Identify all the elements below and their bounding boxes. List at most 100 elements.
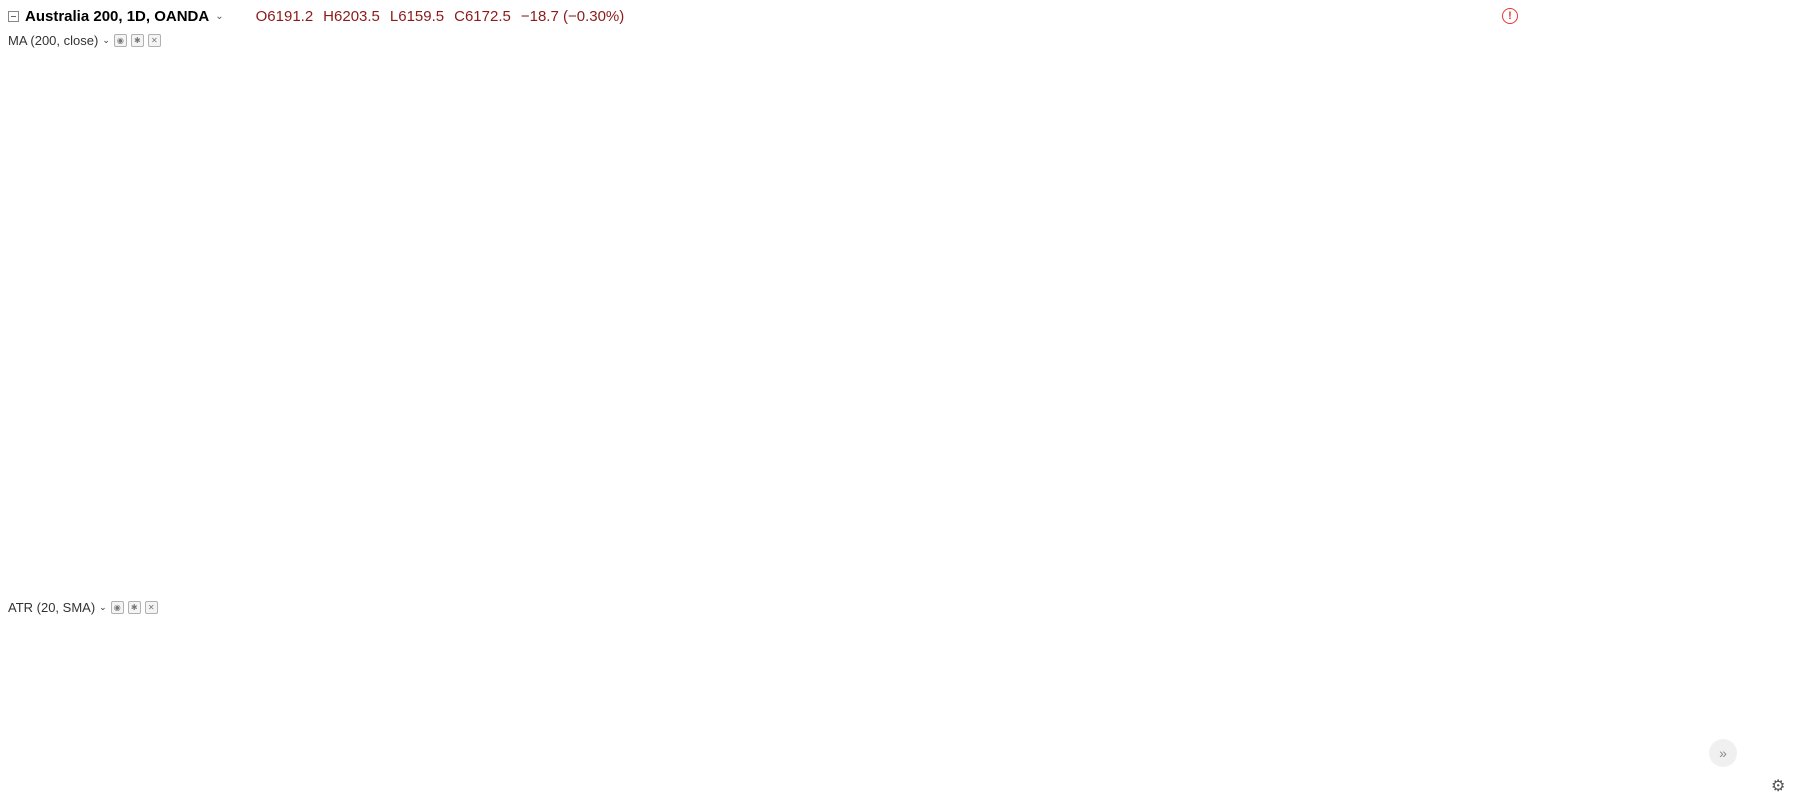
chevron-down-icon[interactable]: ⌄ [102, 35, 110, 45]
candle-body [1223, 267, 1231, 278]
candle-body [1509, 225, 1518, 241]
candle-body [1490, 188, 1499, 232]
low-value: L6159.5 [389, 7, 445, 25]
candle-body [1528, 230, 1537, 255]
candle-body [946, 179, 955, 268]
atr-tick-label: 60.0000 [1763, 649, 1807, 663]
atr-indicator-legend[interactable]: ATR (20, SMA) ⌄ ◉ ✱ ✕ [8, 600, 158, 615]
candle-body [21, 179, 29, 190]
candle-body [1089, 244, 1098, 259]
settings-icon[interactable]: ✱ [127, 601, 141, 614]
candle-body [593, 138, 602, 163]
symbol-title[interactable]: Australia 200, 1D, OANDA [25, 7, 210, 25]
gear-icon[interactable]: ⚙ [1771, 778, 1786, 795]
candle-body [1137, 239, 1146, 259]
candle-body [1013, 262, 1022, 291]
candle-body [1404, 207, 1413, 250]
eye-icon[interactable]: ◉ [113, 34, 127, 47]
candle-body [765, 115, 774, 176]
candle-body [1337, 202, 1346, 209]
y-tick-label: 5920.0 [1763, 49, 1800, 63]
close-icon[interactable]: ✕ [147, 34, 161, 47]
candle-body [717, 82, 726, 116]
candle-body [1624, 221, 1632, 291]
candle-body [832, 165, 840, 172]
candle-body [1023, 248, 1031, 264]
candle-body [1175, 267, 1184, 287]
ma-label[interactable]: MA (200, close) [8, 33, 99, 48]
candle-body [1385, 193, 1394, 232]
candle-body [794, 202, 802, 232]
collapse-icon[interactable] [8, 10, 19, 22]
candle-body [278, 170, 287, 181]
ma-indicator-legend[interactable]: MA (200, close) ⌄ ◉ ✱ ✕ [8, 33, 161, 48]
candle-body [250, 170, 258, 176]
atr-label[interactable]: ATR (20, SMA) [8, 600, 96, 615]
candle-body [899, 165, 907, 204]
close-icon[interactable]: ✕ [144, 601, 158, 614]
candle-body [460, 124, 468, 204]
candle-body [97, 285, 106, 333]
y-tick-label: 5560.0 [1763, 380, 1800, 394]
candle-body [1156, 239, 1165, 245]
candle-body [1242, 230, 1251, 296]
candle-body [775, 175, 783, 241]
candle-body [822, 170, 831, 176]
x-tick-label: Sep [1560, 779, 1582, 793]
candle-body [517, 92, 525, 116]
x-tick-label: 17 [1238, 779, 1252, 793]
candle-body [1290, 188, 1298, 213]
chevron-down-icon[interactable]: ⌄ [99, 602, 107, 612]
candle-body [1318, 202, 1327, 255]
y-tick-label: 5960.0 [1763, 12, 1800, 26]
y-tick-label: 5640.0 [1763, 307, 1800, 321]
candle-body [841, 165, 850, 199]
candle-body [126, 331, 134, 347]
candle-body [298, 179, 306, 232]
candle-body [574, 105, 583, 158]
candle-body [507, 96, 516, 116]
x-tick-label: 13 [637, 779, 651, 793]
eye-icon[interactable]: ◉ [110, 601, 124, 614]
candle-body [660, 23, 669, 38]
x-tick-label: Jun [941, 779, 960, 793]
candle-body [937, 267, 945, 278]
candle-body [221, 193, 230, 245]
candle-body [784, 230, 793, 241]
x-tick-label: Jul [1143, 779, 1158, 793]
candle-body [908, 202, 917, 287]
candle-body [1633, 193, 1642, 222]
y-tick-label: 5360.0 [1763, 565, 1800, 579]
alert-icon[interactable]: ! [1502, 8, 1518, 24]
candle-body [698, 92, 707, 103]
candle-body [1194, 202, 1203, 227]
candle-body [860, 234, 869, 250]
close-value: C6172.5 [454, 7, 511, 25]
candle-body [2, 170, 10, 176]
candle-body [193, 304, 201, 333]
scroll-forward-icon[interactable]: » [1709, 739, 1737, 767]
candle-body [803, 165, 812, 204]
y-tick-label: 5720.0 [1763, 233, 1800, 247]
atr-tick-label: 50.0000 [1763, 717, 1807, 731]
symbol-legend: Australia 200, 1D, OANDA ⌄ O6191.2 H6203… [8, 6, 624, 26]
x-tick-label: 13 [227, 779, 241, 793]
candle-body [345, 211, 354, 222]
candle-body [1671, 234, 1680, 250]
x-tick-label: 18 [1670, 779, 1684, 793]
candle-body [374, 152, 382, 213]
candle-body [69, 290, 77, 296]
candle-body [1166, 244, 1174, 287]
candle-body [59, 276, 67, 291]
candle-body [40, 221, 48, 232]
candle-body [336, 211, 344, 222]
chevron-down-icon[interactable]: ⌄ [215, 10, 224, 22]
candle-body [173, 345, 182, 361]
candle-body [1423, 276, 1432, 282]
candle-body [1738, 276, 1747, 287]
candle-body [927, 276, 936, 305]
candle-body [1500, 188, 1508, 241]
settings-icon[interactable]: ✱ [130, 34, 144, 47]
